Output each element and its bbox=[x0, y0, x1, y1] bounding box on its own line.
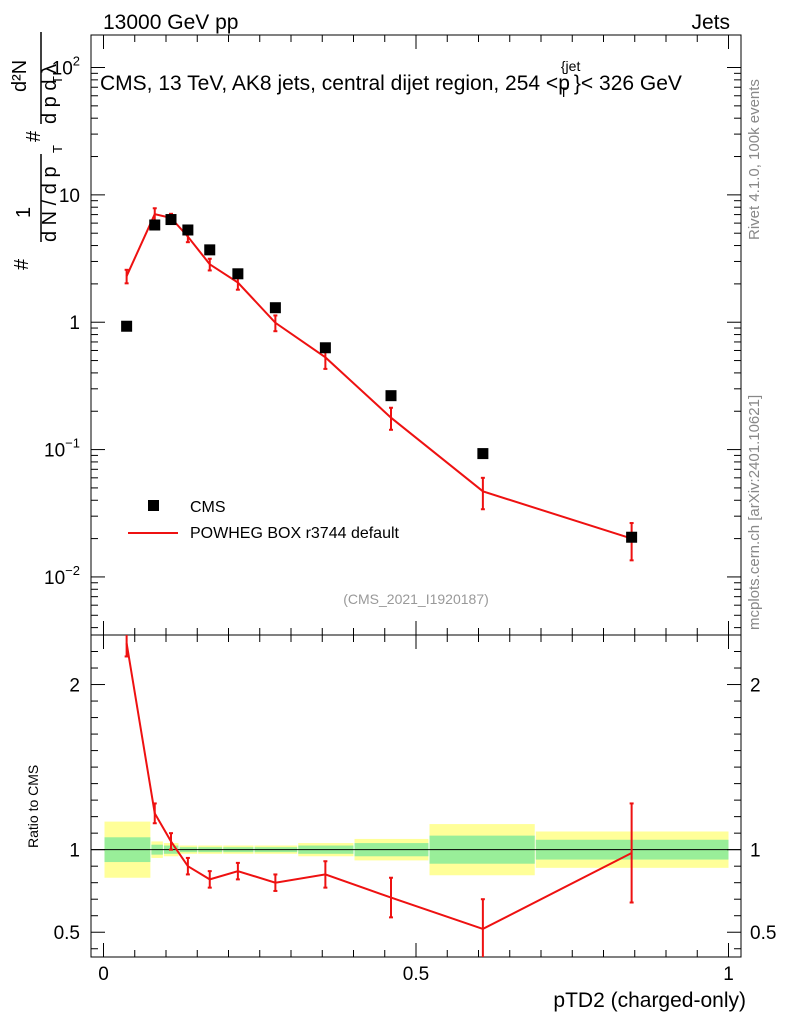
ratio-mc-series bbox=[124, 635, 634, 957]
ratio-y-axis-ticks: 0.5 0.5 1 1 2 2 bbox=[54, 634, 776, 950]
main-y-tick-base: 10 bbox=[44, 441, 65, 462]
main-y-tick-exp: −1 bbox=[65, 436, 80, 451]
ylabel-dpdl-sub: T bbox=[50, 76, 65, 84]
header-category: Jets bbox=[691, 11, 730, 34]
analysis-id: (CMS_2021_I1920187) bbox=[343, 591, 489, 607]
data-point bbox=[149, 219, 161, 231]
main-data-series bbox=[121, 214, 638, 543]
legend-label-mc: POWHEG BOX r3744 default bbox=[190, 525, 400, 542]
data-point bbox=[269, 302, 281, 314]
main-y-tick-label: 10−1 bbox=[44, 436, 80, 462]
ylabel-den: d N / d p bbox=[39, 166, 61, 242]
svg-text:# 1 d N / d p: # 1 d N / d p T # d²N d p d λ T bbox=[9, 54, 67, 270]
main-plot-frame bbox=[90, 34, 742, 636]
x-axis-label: pTD2 (charged-only) bbox=[553, 989, 746, 1012]
x-tick-label: 1 bbox=[723, 964, 734, 985]
header-energy: 13000 GeV pp bbox=[103, 11, 238, 34]
chart-title: CMS, 13 TeV, AK8 jets, central dijet reg… bbox=[100, 58, 682, 100]
data-point bbox=[165, 214, 177, 226]
ratio-y-tick-label-left: 1 bbox=[69, 841, 80, 862]
main-y-tick-label: 10 bbox=[59, 186, 80, 207]
ratio-y-tick-label-right: 0.5 bbox=[750, 923, 776, 944]
main-y-tick-base: 10 bbox=[52, 59, 73, 80]
ylabel-hash-1: # bbox=[11, 258, 33, 270]
ratio-y-tick-label-right: 1 bbox=[750, 841, 761, 862]
ratio-plot-frame bbox=[90, 634, 742, 958]
ratio-mc-line bbox=[125, 643, 633, 931]
ylabel-dpdl: d p d λ bbox=[39, 64, 61, 124]
ratio-y-tick-label-left: 2 bbox=[69, 676, 80, 697]
legend-label-cms: CMS bbox=[190, 499, 226, 516]
data-point bbox=[232, 268, 244, 280]
main-mc-line bbox=[125, 213, 632, 540]
ylabel-den-sub: T bbox=[50, 145, 65, 153]
data-point bbox=[385, 390, 397, 402]
ratio-y-tick-label-right: 2 bbox=[750, 676, 761, 697]
data-point bbox=[182, 224, 194, 236]
chart-title-sup: {jet bbox=[561, 58, 581, 74]
chart-title-main: CMS, 13 TeV, AK8 jets, central dijet reg… bbox=[100, 72, 570, 95]
data-point bbox=[477, 448, 489, 460]
ylabel-one: 1 bbox=[13, 207, 35, 218]
x-axis-ticks: 0 0.5 1 bbox=[98, 35, 734, 985]
legend: CMS POWHEG BOX r3744 default bbox=[128, 499, 400, 542]
main-y-tick-exp: −2 bbox=[65, 563, 80, 578]
data-point bbox=[319, 342, 331, 354]
ylabel-d2n: d²N bbox=[9, 60, 31, 92]
data-point bbox=[121, 320, 133, 332]
y-axis-label-ratio: Ratio to CMS bbox=[25, 765, 41, 848]
main-y-tick-base: 10 bbox=[44, 568, 65, 589]
ratio-y-tick-label-left: 0.5 bbox=[54, 923, 80, 944]
ylabel-hash-2: # bbox=[23, 130, 45, 142]
mcplots-source-label: mcplots.cern.ch [arXiv:2401.10621] bbox=[746, 394, 763, 630]
main-y-tick-label: 10−2 bbox=[44, 563, 80, 589]
chart-title-sub: T bbox=[559, 84, 568, 100]
main-y-tick-exp: 2 bbox=[73, 54, 80, 69]
main-y-tick-label: 102 bbox=[52, 54, 80, 80]
x-tick-label: 0.5 bbox=[403, 964, 429, 985]
y-axis-label-main: # 1 d N / d p T # d²N d p d λ T bbox=[9, 32, 67, 270]
legend-marker-cms bbox=[148, 500, 159, 511]
data-point bbox=[626, 531, 638, 543]
data-point bbox=[204, 244, 216, 256]
chart-title-rest: }< 326 GeV bbox=[574, 72, 682, 95]
x-tick-label: 0 bbox=[98, 964, 109, 985]
rivet-version-label: Rivet 4.1.0, 100k events bbox=[746, 79, 763, 240]
main-y-tick-label: 1 bbox=[69, 313, 80, 334]
